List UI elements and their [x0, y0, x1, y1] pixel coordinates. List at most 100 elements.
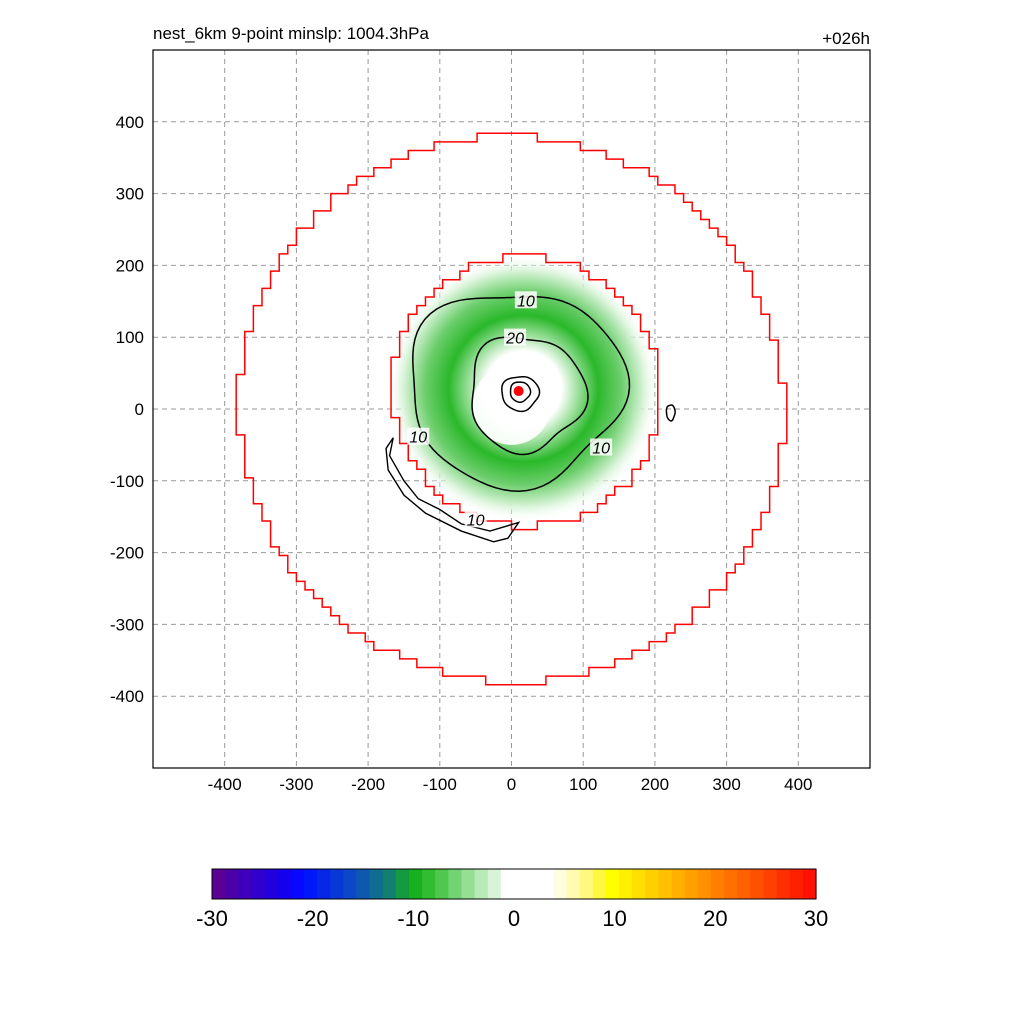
y-tick-label: 400: [116, 113, 144, 132]
colorbar-swatch: [277, 869, 292, 899]
plot-area: 10 20 10 10 10: [153, 50, 870, 768]
contour-label-bg: [504, 328, 527, 346]
contour-lines: [385, 296, 676, 543]
colorbar-tick-label: 30: [804, 906, 828, 931]
colorbar-swatch: [776, 869, 791, 899]
colorbar-swatch: [592, 869, 607, 899]
colorbar-swatch: [303, 869, 318, 899]
colorbar-tick-label: 10: [602, 906, 626, 931]
colorbar-swatch: [684, 869, 699, 899]
colorbar-swatch: [487, 869, 502, 899]
colorbar-swatch: [382, 869, 397, 899]
colorbar-swatch: [527, 869, 541, 899]
contour-label: 10: [409, 430, 427, 447]
x-tick-label: -400: [208, 775, 242, 794]
colorbar-swatch: [658, 869, 673, 899]
colorbar-swatch: [737, 869, 751, 899]
colorbar-swatch: [763, 869, 778, 899]
y-tick-label: 300: [116, 185, 144, 204]
contour-inner-1: [501, 375, 541, 413]
contour-labels: 10 20 10 10 10: [407, 291, 613, 529]
colorbar-tick-label: -10: [397, 906, 429, 931]
colorbar-tick-label: -20: [297, 906, 329, 931]
y-tick-label: 100: [116, 328, 144, 347]
colorbar-swatch: [251, 869, 266, 899]
contour-small-east: [665, 404, 676, 422]
y-tick-label: -100: [110, 472, 144, 491]
colorbar-swatch: [356, 869, 371, 899]
colorbar-swatch: [238, 869, 252, 899]
colorbar-swatch: [632, 869, 646, 899]
colorbar-swatch: [514, 869, 528, 899]
colorbar-tick-label: 20: [703, 906, 727, 931]
contour-label-bg: [407, 427, 430, 445]
x-axis: -400 -300 -200 -100 0 100 200 300 400: [208, 775, 813, 794]
contour-10-outer: [412, 296, 631, 492]
y-tick-label: -400: [110, 687, 144, 706]
colorbar-swatch: [697, 869, 712, 899]
colorbar-swatch: [802, 869, 817, 899]
contour-20: [471, 336, 589, 456]
contour-label: 20: [505, 331, 524, 348]
colorbar-swatch: [710, 869, 725, 899]
center-marker: [513, 386, 524, 397]
colorbar-swatch: [225, 869, 239, 899]
colorbar-swatch: [605, 869, 620, 899]
nest-boundaries: [235, 132, 788, 686]
contour-label: 10: [592, 440, 610, 457]
nest-boundary-2: [390, 253, 659, 531]
x-tick-label: -300: [279, 775, 313, 794]
x-tick-label: -200: [351, 775, 385, 794]
colorbar-swatch: [750, 869, 765, 899]
y-tick-label: -300: [110, 615, 144, 634]
contour-label-bg: [514, 291, 537, 309]
colorbar-swatch: [724, 869, 738, 899]
x-tick-label: 400: [784, 775, 812, 794]
colorbar-tick-label: -30: [196, 906, 228, 931]
eye-region: [472, 365, 551, 445]
colorbar-swatch: [619, 869, 633, 899]
colorbar-swatch: [290, 869, 305, 899]
nest-boundary-1: [235, 132, 788, 686]
colorbar-swatch: [435, 869, 449, 899]
colorbar: -30 -20 -10 0 10 20 30: [196, 868, 828, 931]
colorbar-swatch: [566, 869, 581, 899]
y-tick-label: 0: [135, 400, 144, 419]
colorbar-swatch: [671, 869, 686, 899]
contour-label-bg: [464, 510, 487, 528]
forecast-hour-label: +026h: [822, 29, 870, 48]
contour-10-tail: [385, 437, 521, 543]
colorbar-swatch: [264, 869, 279, 899]
colorbar-swatch: [408, 869, 423, 899]
x-tick-label: 300: [712, 775, 740, 794]
chart-title: nest_6km 9-point minslp: 1004.3hPa: [153, 24, 429, 43]
colorbar-swatch: [540, 869, 554, 899]
colorbar-swatch: [474, 869, 489, 899]
y-axis: -400 -300 -200 -100 0 100 200 300 400: [110, 113, 144, 706]
colorbar-swatch: [553, 869, 568, 899]
contour-label: 10: [467, 512, 485, 529]
colorbar-swatch: [330, 869, 344, 899]
colorbar-swatch: [369, 869, 384, 899]
x-tick-label: -100: [423, 775, 457, 794]
plot-frame: [152, 49, 871, 769]
contour-label-bg: [590, 438, 613, 456]
colorbar-tick-label: 0: [508, 906, 520, 931]
colorbar-swatch: [317, 869, 331, 899]
colorbar-swatch: [212, 869, 226, 899]
contour-label: 10: [517, 293, 535, 310]
x-tick-label: 100: [569, 775, 597, 794]
x-tick-label: 0: [507, 775, 516, 794]
y-tick-label: -200: [110, 544, 144, 563]
storm-center: [513, 386, 524, 397]
colorbar-swatch: [461, 869, 476, 899]
grid-lines: [153, 50, 870, 768]
contour-inner-2: [509, 381, 532, 404]
colorbar-swatch: [422, 869, 436, 899]
colorbar-swatch: [448, 869, 463, 899]
colorbar-swatch: [343, 869, 358, 899]
colorbar-swatch: [500, 869, 515, 899]
colorbar-swatch: [645, 869, 660, 899]
colorbar-swatch: [789, 869, 804, 899]
